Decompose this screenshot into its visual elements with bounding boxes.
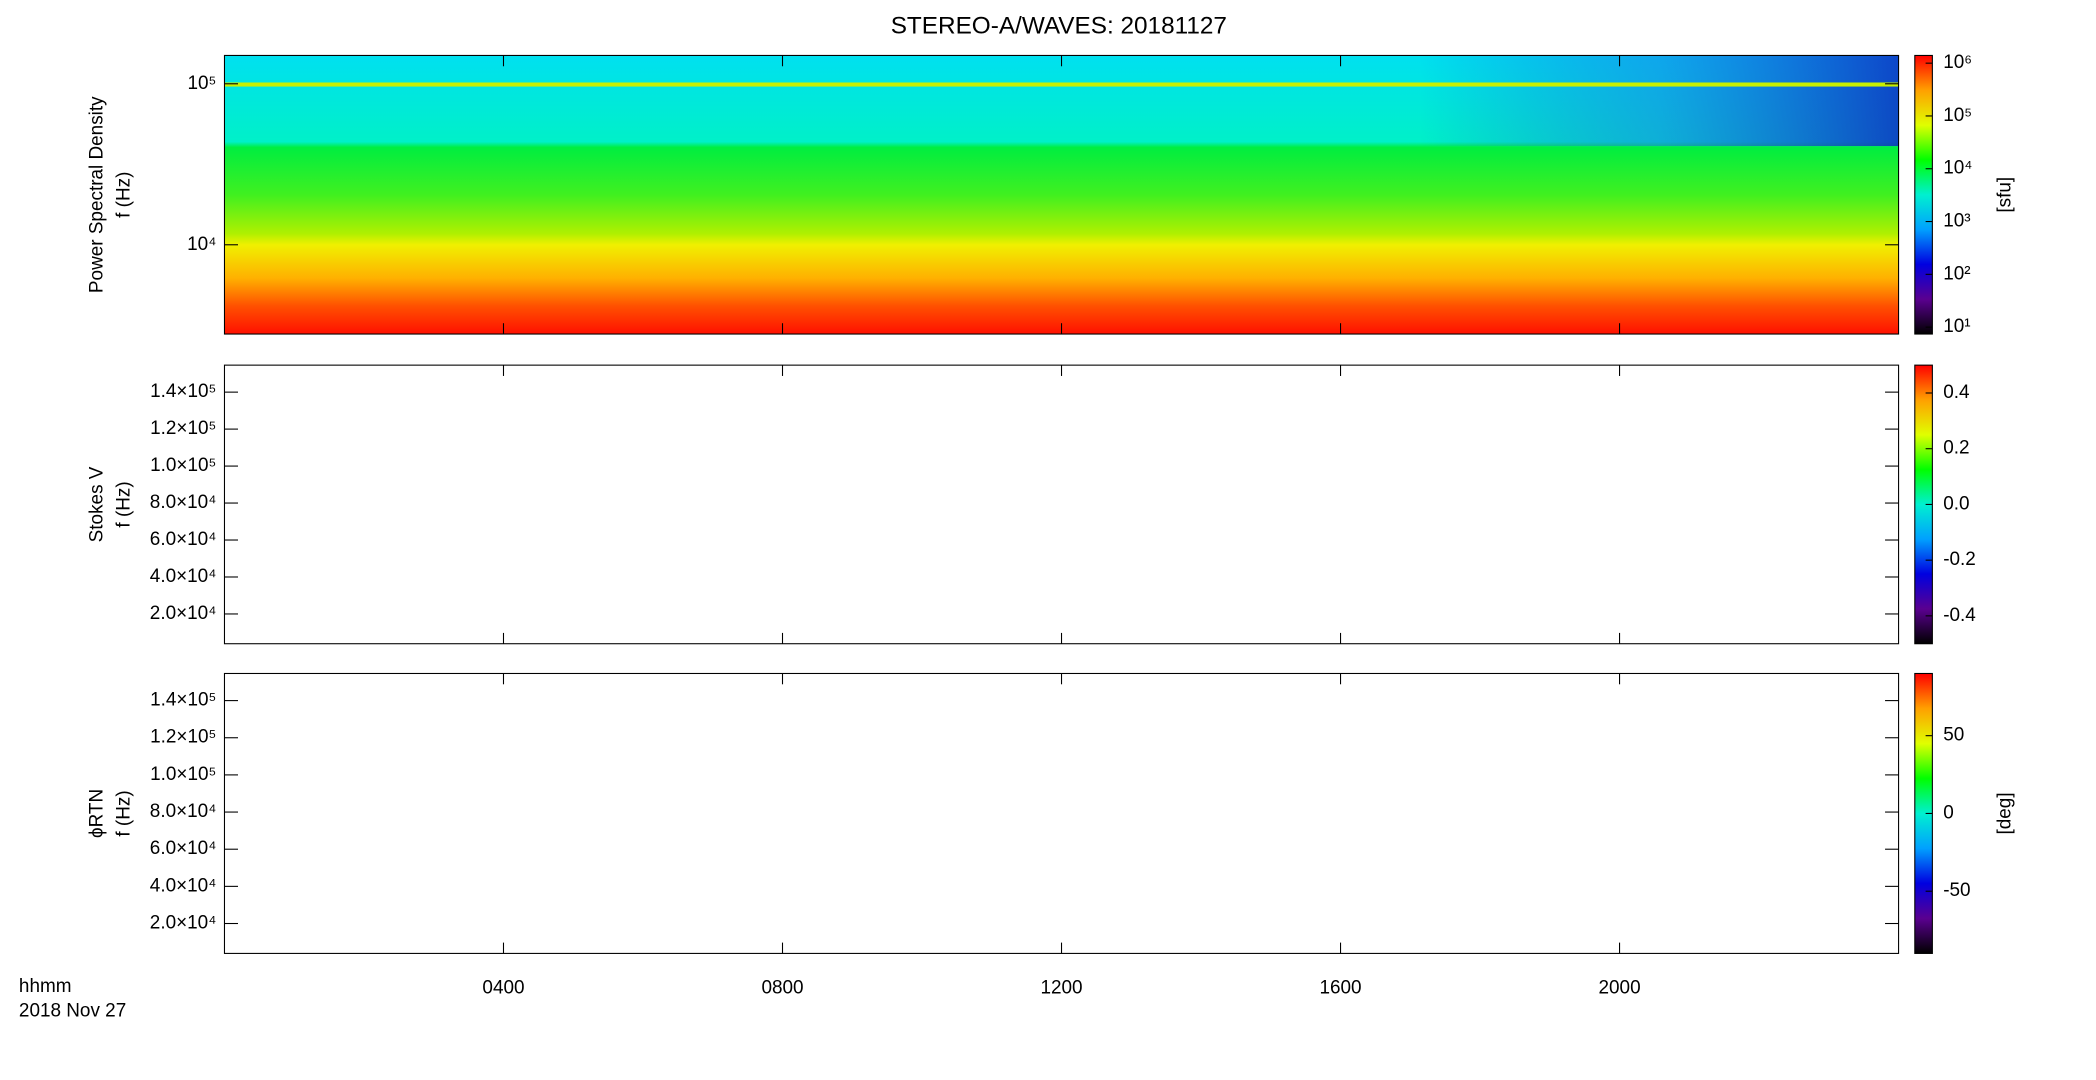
plot-frame [223, 672, 1900, 954]
colorbar-tick-label: 10³ [1943, 211, 1970, 232]
y-axis-label: f (Hz) [113, 790, 134, 836]
y-tick-label: 10⁴ [187, 234, 216, 255]
x-axis-label: 2018 Nov 27 [19, 1001, 126, 1022]
x-tick-label: 1200 [1040, 978, 1082, 999]
colorbar-tick-label: 0.2 [1943, 438, 1969, 459]
y-tick-label: 1.2×10⁵ [150, 418, 216, 439]
y-axis-label: f (Hz) [113, 172, 134, 218]
x-tick-label: 0800 [761, 978, 803, 999]
y-tick-label: 6.0×10⁴ [150, 529, 217, 550]
spectrogram-image [224, 82, 1899, 87]
colorbar-tick-label: -0.4 [1943, 605, 1976, 626]
colorbar-label: [sfu] [1994, 177, 2015, 213]
y-tick-label: 2.0×10⁴ [150, 913, 217, 934]
colorbar-tick-label: -50 [1943, 880, 1970, 901]
y-tick-label: 1.0×10⁵ [150, 764, 216, 785]
colorbar-tick-label: 50 [1943, 725, 1964, 746]
y-tick-label: 1.2×10⁵ [150, 727, 216, 748]
colorbar-tick-label: -0.2 [1943, 549, 1976, 570]
colorbar-tick-label: 10⁵ [1943, 105, 1972, 126]
spectrogram-image [1419, 55, 1899, 147]
plot-frame [223, 364, 1900, 645]
colorbar [1914, 54, 1933, 335]
colorbar-label: [deg] [1994, 792, 2015, 834]
y-axis-label: Stokes V [86, 466, 107, 542]
x-axis-label: hhmm [19, 976, 72, 997]
x-tick-label: 1600 [1319, 978, 1361, 999]
y-tick-label: 10⁵ [187, 73, 216, 94]
y-tick-label: 1.0×10⁵ [150, 455, 216, 476]
colorbar-tick-label: 10¹ [1943, 316, 1970, 337]
colorbar-tick-label: 10⁴ [1943, 158, 1972, 179]
y-tick-label: 4.0×10⁴ [150, 566, 217, 587]
y-tick-label: 1.4×10⁵ [150, 690, 216, 711]
chart-title: STEREO-A/WAVES: 20181127 [891, 12, 1227, 39]
y-axis-label: Power Spectral Density [86, 96, 107, 293]
y-tick-label: 8.0×10⁴ [150, 801, 217, 822]
y-tick-label: 2.0×10⁴ [150, 603, 217, 624]
x-tick-label: 0400 [482, 978, 524, 999]
y-tick-label: 1.4×10⁵ [150, 381, 216, 402]
colorbar-tick-label: 0 [1943, 802, 1954, 823]
y-tick-label: 6.0×10⁴ [150, 838, 217, 859]
colorbar-tick-label: 0.4 [1943, 382, 1969, 403]
colorbar-tick-label: 0.0 [1943, 493, 1969, 514]
colorbar-tick-label: 10⁶ [1943, 52, 1972, 73]
y-axis-label: ϕRTN [86, 789, 107, 838]
y-tick-label: 8.0×10⁴ [150, 492, 217, 513]
x-tick-label: 2000 [1599, 978, 1641, 999]
y-axis-label: f (Hz) [113, 481, 134, 527]
colorbar-tick-label: 10² [1943, 263, 1970, 284]
y-tick-label: 4.0×10⁴ [150, 875, 217, 896]
